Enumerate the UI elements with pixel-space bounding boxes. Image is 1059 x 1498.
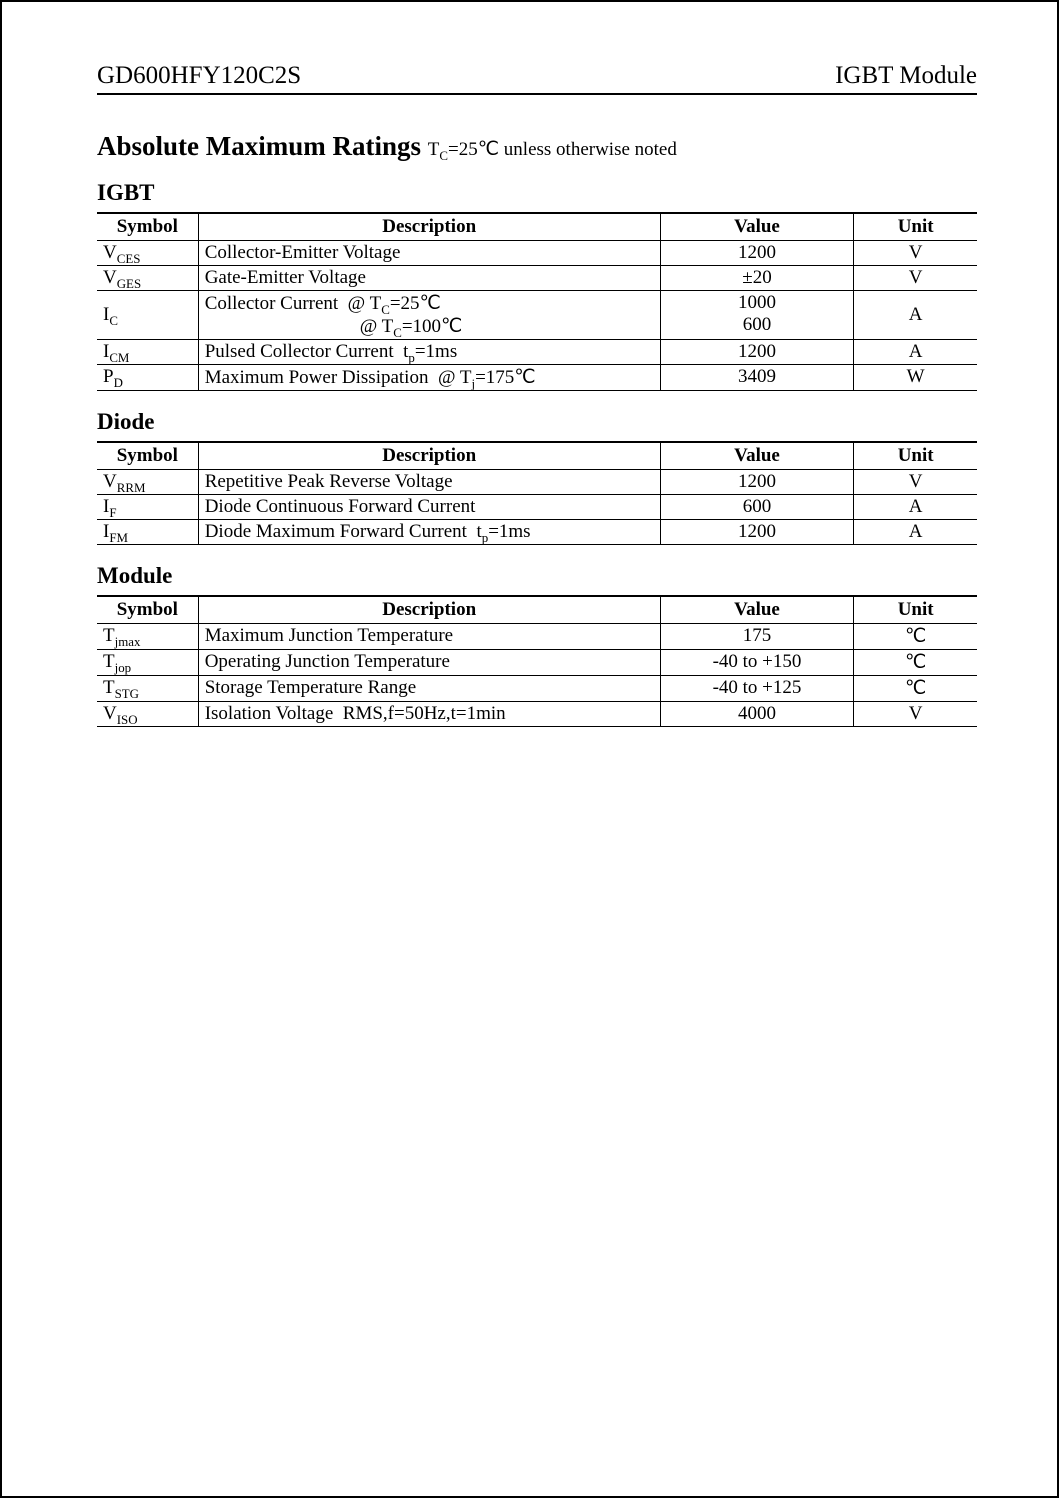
cell-description: Diode Maximum Forward Current tp=1ms (198, 520, 660, 545)
subhead-module: Module (97, 563, 977, 589)
col-symbol: Symbol (97, 596, 198, 624)
cell-symbol: VISO (97, 702, 198, 727)
module-type: IGBT Module (835, 62, 977, 90)
table-row: TSTGStorage Temperature Range-40 to +125… (97, 676, 977, 702)
table-header-row: Symbol Description Value Unit (97, 596, 977, 624)
cell-description: Repetitive Peak Reverse Voltage (198, 470, 660, 495)
cell-symbol: VCES (97, 241, 198, 266)
cell-value: 3409 (660, 365, 854, 391)
cell-value: -40 to +125 (660, 676, 854, 702)
cell-symbol: PD (97, 365, 198, 391)
cell-unit: V (854, 470, 977, 495)
cell-value: -40 to +150 (660, 650, 854, 676)
table-igbt: Symbol Description Value Unit VCESCollec… (97, 212, 977, 391)
table-row: ICMPulsed Collector Current tp=1ms1200A (97, 340, 977, 365)
cell-symbol: VRRM (97, 470, 198, 495)
table-row: VGESGate-Emitter Voltage±20V (97, 266, 977, 291)
cell-description: Isolation Voltage RMS,f=50Hz,t=1min (198, 702, 660, 727)
cell-unit: ℃ (854, 624, 977, 650)
cell-symbol: IC (97, 291, 198, 340)
cell-unit: V (854, 241, 977, 266)
cell-unit: A (854, 495, 977, 520)
cell-value: 1200 (660, 241, 854, 266)
cell-symbol: Tjmax (97, 624, 198, 650)
cell-symbol: VGES (97, 266, 198, 291)
cell-description: Collector Current @ TC=25℃@ TC=100℃ (198, 291, 660, 340)
cell-value: 1200 (660, 470, 854, 495)
cell-description: Maximum Junction Temperature (198, 624, 660, 650)
cell-value: 4000 (660, 702, 854, 727)
cell-unit: V (854, 702, 977, 727)
section-title-main: Absolute Maximum Ratings (97, 131, 421, 161)
table-row: VISOIsolation Voltage RMS,f=50Hz,t=1min4… (97, 702, 977, 727)
table-row: TjopOperating Junction Temperature-40 to… (97, 650, 977, 676)
col-description: Description (198, 442, 660, 470)
col-symbol: Symbol (97, 213, 198, 241)
cell-symbol: IFM (97, 520, 198, 545)
datasheet-page: GD600HFY120C2S IGBT Module Absolute Maxi… (0, 0, 1059, 1498)
cell-description: Gate-Emitter Voltage (198, 266, 660, 291)
table-body: VRRMRepetitive Peak Reverse Voltage1200V… (97, 470, 977, 545)
col-description: Description (198, 213, 660, 241)
subhead-igbt: IGBT (97, 180, 977, 206)
cell-unit: ℃ (854, 650, 977, 676)
subhead-diode: Diode (97, 409, 977, 435)
cell-symbol: TSTG (97, 676, 198, 702)
table-header-row: Symbol Description Value Unit (97, 442, 977, 470)
cell-symbol: IF (97, 495, 198, 520)
table-row: IFDiode Continuous Forward Current600A (97, 495, 977, 520)
cell-value: 1200 (660, 340, 854, 365)
cell-unit: V (854, 266, 977, 291)
cell-unit: A (854, 520, 977, 545)
table-row: VCESCollector-Emitter Voltage1200V (97, 241, 977, 266)
cell-value: ±20 (660, 266, 854, 291)
table-row: PDMaximum Power Dissipation @ Tj=175℃340… (97, 365, 977, 391)
col-value: Value (660, 442, 854, 470)
table-module: Symbol Description Value Unit TjmaxMaxim… (97, 595, 977, 727)
cell-description: Storage Temperature Range (198, 676, 660, 702)
cell-unit: W (854, 365, 977, 391)
table-body: VCESCollector-Emitter Voltage1200VVGESGa… (97, 241, 977, 391)
cell-unit: A (854, 340, 977, 365)
col-unit: Unit (854, 442, 977, 470)
cell-description: Collector-Emitter Voltage (198, 241, 660, 266)
col-unit: Unit (854, 213, 977, 241)
cell-symbol: ICM (97, 340, 198, 365)
table-row: ICCollector Current @ TC=25℃@ TC=100℃100… (97, 291, 977, 340)
table-row: IFMDiode Maximum Forward Current tp=1ms1… (97, 520, 977, 545)
col-unit: Unit (854, 596, 977, 624)
cell-value: 1000600 (660, 291, 854, 340)
cell-value: 1200 (660, 520, 854, 545)
table-header-row: Symbol Description Value Unit (97, 213, 977, 241)
col-description: Description (198, 596, 660, 624)
cell-unit: ℃ (854, 676, 977, 702)
cell-symbol: Tjop (97, 650, 198, 676)
col-symbol: Symbol (97, 442, 198, 470)
cell-description: Diode Continuous Forward Current (198, 495, 660, 520)
table-row: TjmaxMaximum Junction Temperature175℃ (97, 624, 977, 650)
cell-value: 600 (660, 495, 854, 520)
page-header: GD600HFY120C2S IGBT Module (97, 62, 977, 95)
section-title-note: TC=25℃ unless otherwise noted (428, 139, 677, 160)
cell-unit: A (854, 291, 977, 340)
cell-description: Maximum Power Dissipation @ Tj=175℃ (198, 365, 660, 391)
col-value: Value (660, 213, 854, 241)
col-value: Value (660, 596, 854, 624)
table-body: TjmaxMaximum Junction Temperature175℃Tjo… (97, 624, 977, 727)
table-row: VRRMRepetitive Peak Reverse Voltage1200V (97, 470, 977, 495)
section-title: Absolute Maximum Ratings TC=25℃ unless o… (97, 131, 977, 162)
cell-value: 175 (660, 624, 854, 650)
table-diode: Symbol Description Value Unit VRRMRepeti… (97, 441, 977, 545)
cell-description: Pulsed Collector Current tp=1ms (198, 340, 660, 365)
cell-description: Operating Junction Temperature (198, 650, 660, 676)
part-number: GD600HFY120C2S (97, 62, 301, 90)
